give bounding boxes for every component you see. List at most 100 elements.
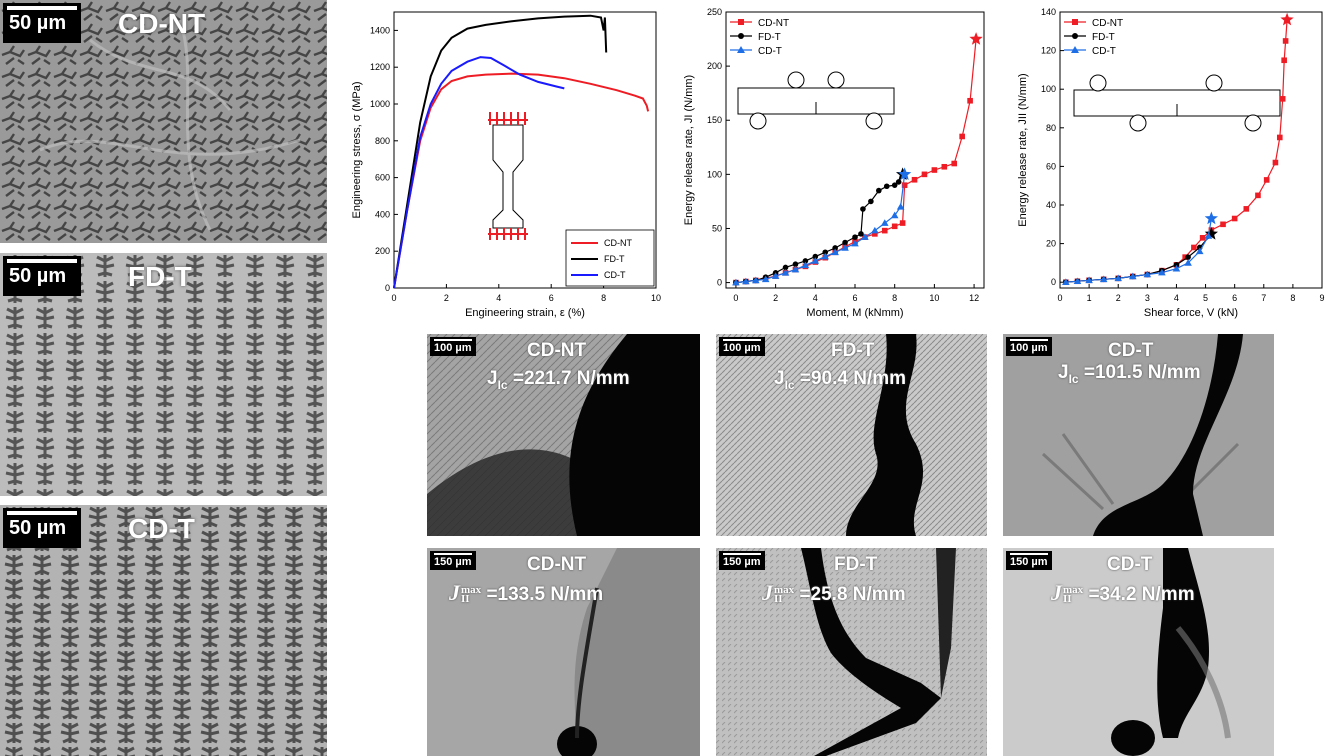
series-line — [393, 72, 650, 289]
data-point — [832, 245, 838, 251]
j-symbol: J — [449, 580, 460, 605]
data-point — [941, 163, 948, 170]
x-tick-label: 1 — [1087, 293, 1092, 303]
data-point — [1272, 159, 1279, 166]
data-point — [791, 265, 800, 273]
toughness-label: JIc =221.7 N/mm — [487, 368, 630, 392]
crack-title: FD-T — [834, 554, 878, 575]
y-axis-label: Energy release rate, JII (N/mm) — [1017, 73, 1029, 226]
j-superscript: max — [461, 583, 482, 596]
roller — [1244, 114, 1262, 132]
roller — [787, 71, 805, 89]
j-value: =133.5 N/mm — [486, 584, 604, 605]
data-point — [1128, 272, 1137, 280]
y-tick-label: 100 — [1041, 84, 1056, 94]
x-tick-label: 8 — [892, 293, 897, 303]
data-point — [1173, 262, 1180, 268]
dogbone-specimen-inset — [488, 112, 528, 240]
x-tick-label: 8 — [601, 293, 606, 303]
series-cd-t — [1062, 211, 1218, 286]
data-point — [871, 226, 879, 234]
j-symbol: J — [774, 368, 785, 389]
j-symbol: J — [762, 580, 773, 605]
legend: CD-NT FD-T CD-T — [730, 18, 789, 57]
y-tick-label: 400 — [375, 209, 390, 219]
data-point — [899, 220, 906, 226]
scale-bar: 150 µm — [719, 551, 765, 570]
plot-frame — [393, 11, 657, 289]
micrograph-fd-t: 50 µm FD-T — [0, 253, 327, 496]
crack-image-ii-cd-t: 150 µm CD-T Jmax II =34.2 N/mm — [1003, 548, 1274, 756]
data-point — [852, 234, 858, 240]
data-point — [1072, 33, 1078, 39]
x-tick-label: 10 — [651, 293, 661, 303]
data-point — [1184, 259, 1192, 266]
toughness-label: JIc =101.5 N/mm — [1058, 362, 1201, 386]
data-point — [1231, 215, 1238, 222]
data-point — [1185, 254, 1191, 260]
y-tick-label: 250 — [707, 7, 722, 17]
j-value: =25.8 N/mm — [799, 584, 906, 605]
toughness-label: Jmax II =133.5 N/mm — [449, 580, 603, 606]
y-tick-label: 120 — [1041, 46, 1056, 56]
x-tick-label: 2 — [773, 293, 778, 303]
j-superscript: max — [1063, 583, 1084, 596]
y-tick-label: 20 — [1046, 239, 1056, 249]
data-point — [792, 261, 799, 267]
data-point — [880, 219, 889, 226]
scale-bar: 50 µm — [3, 256, 81, 296]
data-point — [891, 182, 898, 188]
x-tick-label: 2 — [444, 293, 449, 303]
crack-image-ic-cd-nt: 100 µm CD-NT JIc =221.7 N/mm — [427, 334, 700, 536]
j-symbol: J — [487, 368, 498, 389]
end-marker — [969, 32, 983, 45]
x-tick-label: 0 — [733, 293, 738, 303]
data-point — [872, 231, 878, 237]
y-tick-label: 140 — [1041, 7, 1056, 17]
x-tick-label: 8 — [1290, 293, 1295, 303]
mode-ii-chart: 0 1 2 3 4 5 6 7 8 9 0 20 40 60 80 100 120 140 Shear force,… — [1012, 0, 1333, 334]
x-tick-label: 4 — [496, 293, 501, 303]
j-superscript: max — [774, 583, 795, 596]
legend-label: CD-T — [758, 46, 782, 57]
data-point — [851, 239, 859, 247]
crack-texture — [716, 334, 987, 536]
crack-texture — [427, 548, 700, 756]
data-point — [1158, 268, 1166, 276]
crack-image-ii-cd-nt: 150 µm CD-NT Jmax II =133.5 N/mm — [427, 548, 700, 756]
x-tick-label: 6 — [852, 293, 857, 303]
data-point — [1182, 254, 1188, 260]
j-subscript: II — [774, 592, 783, 605]
data-point — [1072, 19, 1078, 25]
crack-title: CD-NT — [527, 340, 587, 361]
y-tick-label: 1200 — [370, 62, 390, 72]
y-tick-label: 0 — [717, 278, 722, 288]
scale-bar: 150 µm — [1006, 551, 1052, 570]
series-cd-nt — [733, 32, 983, 286]
x-axis-label: Shear force, V (kN) — [1144, 307, 1238, 319]
series-fd-t — [393, 14, 608, 289]
data-point — [876, 187, 882, 194]
crack-title: FD-T — [831, 340, 875, 361]
y-axis-label: Engineering stress, σ (MPa) — [351, 81, 363, 218]
legend-label: FD-T — [604, 254, 625, 264]
data-point — [751, 276, 760, 284]
data-point — [1062, 278, 1070, 286]
data-point — [822, 249, 829, 256]
y-tick-label: 800 — [375, 136, 390, 146]
series-fd-t — [733, 167, 910, 286]
y-tick-label: 200 — [375, 246, 390, 256]
series-line — [393, 56, 565, 289]
data-point — [1172, 264, 1181, 272]
data-point — [911, 176, 918, 183]
roller — [1129, 114, 1147, 132]
legend-label: CD-NT — [758, 18, 789, 29]
crack-image-ii-fd-t: 150 µm FD-T Jmax II =25.8 N/mm — [716, 548, 987, 756]
y-tick-label: 0 — [1051, 277, 1056, 287]
data-point — [883, 183, 890, 190]
data-point — [959, 133, 965, 140]
series-line — [393, 14, 608, 289]
data-point — [1195, 247, 1204, 255]
scale-bar: 100 µm — [430, 337, 476, 356]
micrograph-label: FD-T — [128, 261, 192, 292]
